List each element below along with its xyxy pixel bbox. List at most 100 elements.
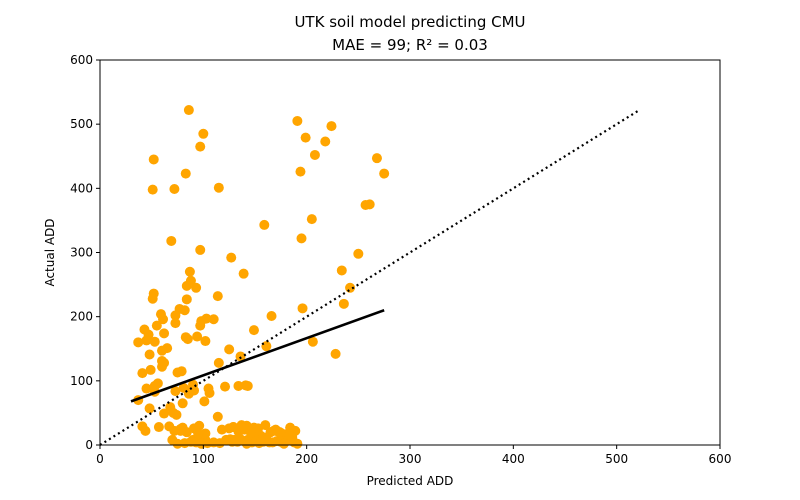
data-point (278, 438, 289, 449)
data-point (171, 409, 182, 420)
data-point (180, 168, 191, 179)
data-point (212, 411, 223, 422)
data-point (199, 396, 210, 407)
data-point (266, 311, 277, 322)
x-tick-label: 500 (605, 452, 628, 466)
data-point (256, 436, 267, 447)
data-point (326, 121, 337, 132)
data-point (242, 380, 253, 391)
data-point (159, 408, 170, 419)
data-point (220, 381, 231, 392)
data-point (141, 383, 152, 394)
data-point (371, 153, 382, 164)
data-point (157, 345, 167, 356)
data-point (264, 437, 275, 448)
data-point (260, 420, 271, 431)
data-point (297, 303, 308, 314)
data-point (233, 380, 244, 391)
data-point (147, 293, 158, 304)
y-axis-label: Actual ADD (43, 218, 57, 286)
data-point (216, 424, 227, 435)
x-tick-label: 0 (96, 452, 104, 466)
data-point (169, 183, 180, 194)
x-tick-label: 100 (192, 452, 215, 466)
x-tick-label: 200 (295, 452, 318, 466)
data-point (259, 219, 270, 230)
x-axis-ticks: 0 100 200 300 400 500 600 (96, 445, 731, 466)
data-point (307, 336, 318, 347)
data-point (175, 425, 186, 436)
y-tick-label: 500 (70, 117, 93, 131)
data-point (212, 291, 223, 302)
data-point (143, 329, 154, 340)
data-point (228, 422, 239, 433)
data-point (170, 386, 181, 397)
data-point (306, 214, 317, 225)
data-point (183, 105, 194, 116)
data-point (274, 427, 285, 438)
data-point (248, 325, 259, 336)
data-point (300, 132, 311, 143)
data-point (208, 314, 219, 325)
regression-line (130, 309, 385, 403)
y-tick-label: 300 (70, 246, 93, 260)
data-point (364, 199, 375, 210)
data-point (379, 168, 390, 179)
data-point (200, 336, 211, 347)
data-point (296, 233, 307, 244)
x-axis-label: Predicted ADD (367, 474, 454, 488)
data-point (320, 136, 331, 147)
data-point (192, 331, 203, 342)
data-point (195, 320, 206, 331)
data-point (151, 320, 162, 331)
data-point (309, 149, 320, 160)
data-point (191, 282, 202, 293)
data-point (353, 248, 364, 259)
data-point (213, 182, 224, 193)
data-point (172, 367, 183, 378)
scatter-points (133, 105, 390, 449)
data-point (336, 265, 347, 276)
data-point (182, 334, 193, 345)
data-point (181, 280, 192, 291)
x-tick-label: 400 (502, 452, 525, 466)
y-tick-label: 0 (85, 438, 93, 452)
y-tick-label: 200 (70, 310, 93, 324)
data-point (226, 252, 237, 263)
fit-lines (99, 109, 640, 446)
data-point (172, 438, 183, 449)
data-point (145, 364, 156, 375)
chart-subtitle: MAE = 99; R² = 0.03 (332, 36, 488, 54)
data-point (213, 357, 224, 368)
data-point (224, 344, 235, 355)
data-point (214, 438, 225, 449)
data-point (149, 336, 160, 347)
data-point (284, 430, 295, 441)
data-point (170, 318, 181, 329)
x-tick-label: 300 (399, 452, 422, 466)
data-point (245, 427, 256, 438)
data-point (166, 235, 177, 246)
data-point (195, 244, 206, 255)
data-point (153, 422, 164, 433)
data-point (133, 337, 144, 348)
x-tick-label: 600 (709, 452, 732, 466)
data-point (198, 128, 209, 139)
data-point (140, 425, 151, 436)
data-point (330, 348, 341, 359)
data-point (295, 166, 306, 177)
y-tick-label: 600 (70, 53, 93, 67)
y-tick-label: 400 (70, 181, 93, 195)
data-point (170, 310, 181, 321)
data-point (338, 298, 349, 309)
data-point (137, 368, 148, 379)
data-point (241, 438, 252, 449)
data-point (227, 436, 238, 447)
data-point (144, 403, 155, 414)
data-point (181, 294, 192, 305)
data-point (238, 268, 249, 279)
data-point (144, 349, 155, 360)
data-point (148, 154, 159, 165)
data-point (203, 383, 214, 394)
